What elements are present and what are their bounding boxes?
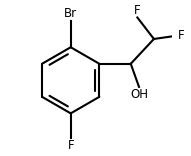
- Text: F: F: [134, 4, 141, 17]
- Text: Br: Br: [64, 7, 77, 20]
- Text: OH: OH: [130, 88, 148, 101]
- Text: F: F: [178, 29, 185, 42]
- Text: F: F: [67, 139, 74, 152]
